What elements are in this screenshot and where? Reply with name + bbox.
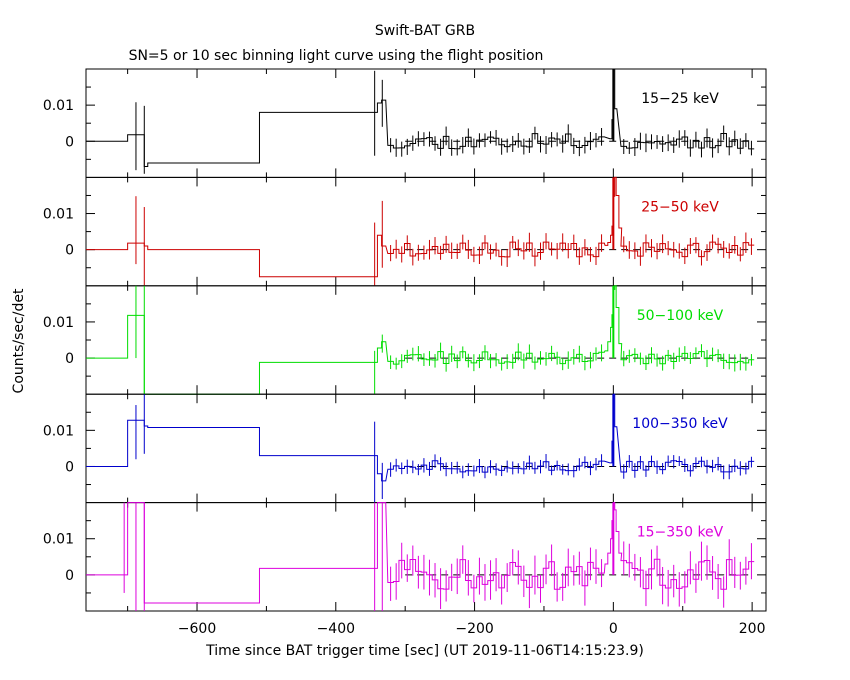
y-tick-label: 0.01 [43, 532, 74, 548]
y-tick-label: 0 [65, 134, 74, 150]
x-tick-label: −600 [178, 621, 216, 637]
x-tick-label: 0 [609, 621, 618, 637]
y-tick-label: 0.01 [43, 423, 74, 439]
chart-subtitle: SN=5 or 10 sec binning light curve using… [129, 48, 544, 64]
panel-frame [85, 285, 767, 395]
band-label: 50−100 keV [637, 308, 724, 324]
band-label: 25−50 keV [641, 199, 719, 215]
x-tick-label: −400 [317, 621, 355, 637]
chart-title: Swift-BAT GRB [375, 23, 475, 39]
x-axis-label: Time since BAT trigger time [sec] (UT 20… [205, 643, 644, 659]
band-label: 15−350 keV [637, 525, 724, 541]
panel-5: 0 0.01 15−350 keV −600 −400 −200 0 200 [43, 502, 767, 637]
panel-frame [85, 393, 767, 504]
x-tick-label: −200 [455, 621, 493, 637]
panel-1: 0 0.01 15−25 keV [43, 68, 767, 178]
y-tick-label: 0 [65, 568, 74, 584]
panel-2: 0 0.01 25−50 keV [43, 176, 767, 287]
y-tick-label: 0 [65, 243, 74, 259]
y-tick-label: 0.01 [43, 207, 74, 223]
panels-group: 0 0.01 15−25 keV 0 0.01 25−50 keV 0 0.01 50−100 … [43, 68, 767, 637]
y-axis-label: Counts/sec/det [11, 288, 27, 393]
light-curve-step [86, 502, 755, 604]
y-tick-label: 0.01 [43, 98, 74, 114]
panel-4: 0 0.01 100−350 keV [43, 393, 767, 504]
light-curve-step [86, 393, 755, 482]
panel-3: 0 0.01 50−100 keV [43, 285, 767, 395]
panel-frame [85, 68, 767, 178]
panel-frame [85, 176, 767, 287]
light-curve-step [86, 68, 755, 168]
band-label: 100−350 keV [632, 416, 728, 432]
band-label: 15−25 keV [641, 91, 719, 107]
y-tick-label: 0 [65, 459, 74, 475]
x-tick-label: 200 [739, 621, 766, 637]
panel-frame [85, 502, 767, 612]
light-curve-step [86, 285, 755, 395]
light-curve-step [86, 176, 755, 278]
y-tick-label: 0.01 [43, 315, 74, 331]
y-tick-label: 0 [65, 351, 74, 367]
